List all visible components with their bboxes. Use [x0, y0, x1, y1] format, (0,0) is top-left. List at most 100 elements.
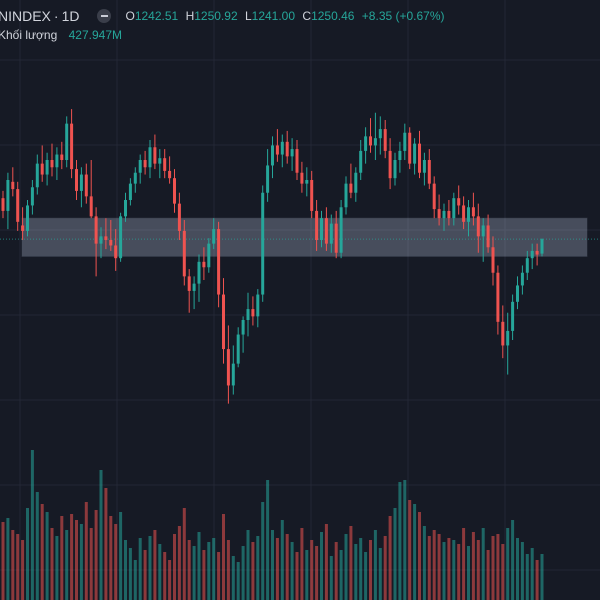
volume-bar: [70, 514, 74, 600]
candle-body: [65, 123, 69, 160]
candle-body: [168, 170, 172, 179]
candle-body: [408, 132, 412, 164]
candle-body: [202, 261, 206, 268]
candle-body: [11, 181, 15, 190]
candle-body: [457, 198, 461, 206]
volume-bar: [520, 542, 524, 600]
candle-body: [413, 143, 417, 164]
low-value: 1241.00: [251, 9, 296, 23]
volume-bar: [447, 538, 451, 600]
candle-body: [491, 247, 495, 273]
candle-body: [452, 198, 456, 219]
volume-bar: [236, 562, 240, 600]
candle-body: [109, 240, 113, 246]
candle-body: [418, 143, 421, 173]
candle-body: [153, 147, 157, 164]
candle-body: [535, 250, 539, 255]
volume-bar: [197, 532, 201, 600]
volume-bar: [266, 480, 270, 600]
volume-bar: [398, 482, 402, 600]
volume-bar: [373, 530, 377, 600]
volume-bar: [94, 510, 98, 600]
candle-body: [143, 160, 147, 168]
candle-body: [79, 174, 83, 191]
volume-bar: [369, 540, 372, 600]
candle-body: [315, 210, 319, 240]
open-value: 1242.51: [134, 9, 179, 23]
volume-bar: [60, 516, 64, 600]
candle-body: [300, 172, 304, 184]
volume-bar: [26, 508, 29, 600]
candle-body: [310, 180, 314, 211]
volume-bar: [310, 540, 314, 600]
volume-bar: [418, 512, 421, 600]
volume-bar: [506, 528, 510, 600]
candle-body: [119, 216, 123, 259]
volume-bar: [99, 470, 103, 600]
candle-body: [344, 183, 348, 208]
volume-bar: [168, 560, 172, 600]
candle-body: [138, 160, 142, 173]
candle-body: [222, 294, 225, 350]
volume-bar: [339, 550, 343, 600]
candle-body: [30, 187, 34, 206]
candle-body: [226, 349, 230, 386]
volume-bar: [275, 538, 279, 600]
volume-label[interactable]: Khối lượng: [0, 28, 58, 42]
candle-body: [35, 163, 39, 188]
volume-bar: [280, 520, 284, 600]
candle-body: [388, 150, 392, 179]
candle-body: [158, 158, 162, 164]
volume-bar: [212, 538, 216, 600]
volume-bar: [271, 530, 274, 600]
volume-bar: [471, 532, 475, 600]
volume-bar: [408, 500, 412, 600]
volume-bar: [1, 522, 5, 600]
volume-bar: [349, 526, 353, 600]
candle-body: [163, 158, 167, 171]
volume-bar: [315, 546, 319, 600]
candle-body: [94, 216, 98, 244]
candle-body: [525, 258, 529, 273]
volume-bar: [222, 514, 225, 600]
candle-body: [364, 136, 368, 151]
candle-body: [496, 272, 500, 322]
candle-body: [40, 163, 44, 175]
candle-body: [442, 210, 446, 219]
volume-bar: [442, 542, 446, 600]
volume-bar: [364, 552, 368, 600]
volume-bar: [35, 492, 39, 600]
candle-body: [271, 145, 274, 166]
volume-bar: [217, 552, 221, 600]
volume-bar: [30, 450, 34, 600]
symbol-name[interactable]: NINDEX: [0, 8, 51, 24]
candle-body: [114, 245, 118, 259]
candle-body: [60, 154, 64, 160]
minus-circle-icon[interactable]: [97, 9, 112, 23]
volume-bar: [305, 550, 309, 600]
candle-body: [26, 205, 29, 231]
candle-body: [506, 330, 510, 346]
volume-bar: [476, 540, 480, 600]
volume-bar: [75, 520, 78, 600]
ohlc-readout: O1242.51 H1250.92 L1241.00 C1250.46 +8.3…: [125, 9, 444, 23]
volume-bar: [256, 536, 260, 600]
close-label: C: [302, 9, 312, 23]
volume-bar: [516, 538, 519, 600]
candle-body: [148, 147, 152, 168]
volume-bar: [324, 524, 328, 600]
volume-bar: [427, 536, 431, 600]
volume-legend: Khối lượng 427.947M: [0, 28, 122, 42]
timeframe-label[interactable]: 1D: [61, 8, 80, 24]
volume-bar: [226, 540, 230, 600]
candle-body: [540, 239, 544, 254]
volume-bar: [393, 508, 397, 600]
volume-bar: [525, 554, 529, 600]
candle-body: [329, 223, 333, 244]
candle-body: [378, 129, 382, 139]
volume-bar: [452, 540, 456, 600]
volume-bar: [530, 548, 534, 600]
volume-bar: [481, 528, 485, 600]
volume-bar: [496, 534, 500, 600]
